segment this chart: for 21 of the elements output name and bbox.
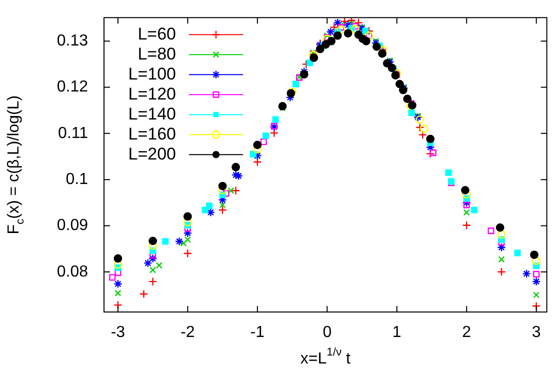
y-tick-label: 0.11	[58, 124, 88, 142]
legend-label: L=140	[128, 104, 176, 124]
legend-label: L=60	[138, 24, 176, 44]
legend-label: L=120	[128, 84, 176, 104]
legend-label: L=100	[128, 64, 176, 84]
y-tick-label: 0.12	[56, 78, 88, 96]
legend-label: L=80	[138, 44, 176, 64]
x-tick-label: 2	[462, 324, 472, 342]
x-tick-label: -3	[110, 324, 126, 342]
y-tick-label: 0.1	[66, 170, 88, 188]
x-tick-label: -2	[180, 324, 195, 342]
y-axis-title: Fc(x) = c(β,L)/log(L)	[5, 95, 26, 234]
x-tick-label: -1	[250, 324, 265, 342]
legend-label: L=200	[128, 144, 176, 164]
x-tick-label: 0	[322, 324, 332, 342]
y-tick-label: 0.09	[56, 217, 88, 234]
x-tick-label: 3	[532, 324, 541, 342]
x-tick-label: 1	[392, 324, 402, 342]
legend-label: L=160	[128, 124, 176, 144]
y-tick-label: 0.13	[56, 32, 88, 50]
y-tick-label: 0.08	[56, 263, 88, 280]
